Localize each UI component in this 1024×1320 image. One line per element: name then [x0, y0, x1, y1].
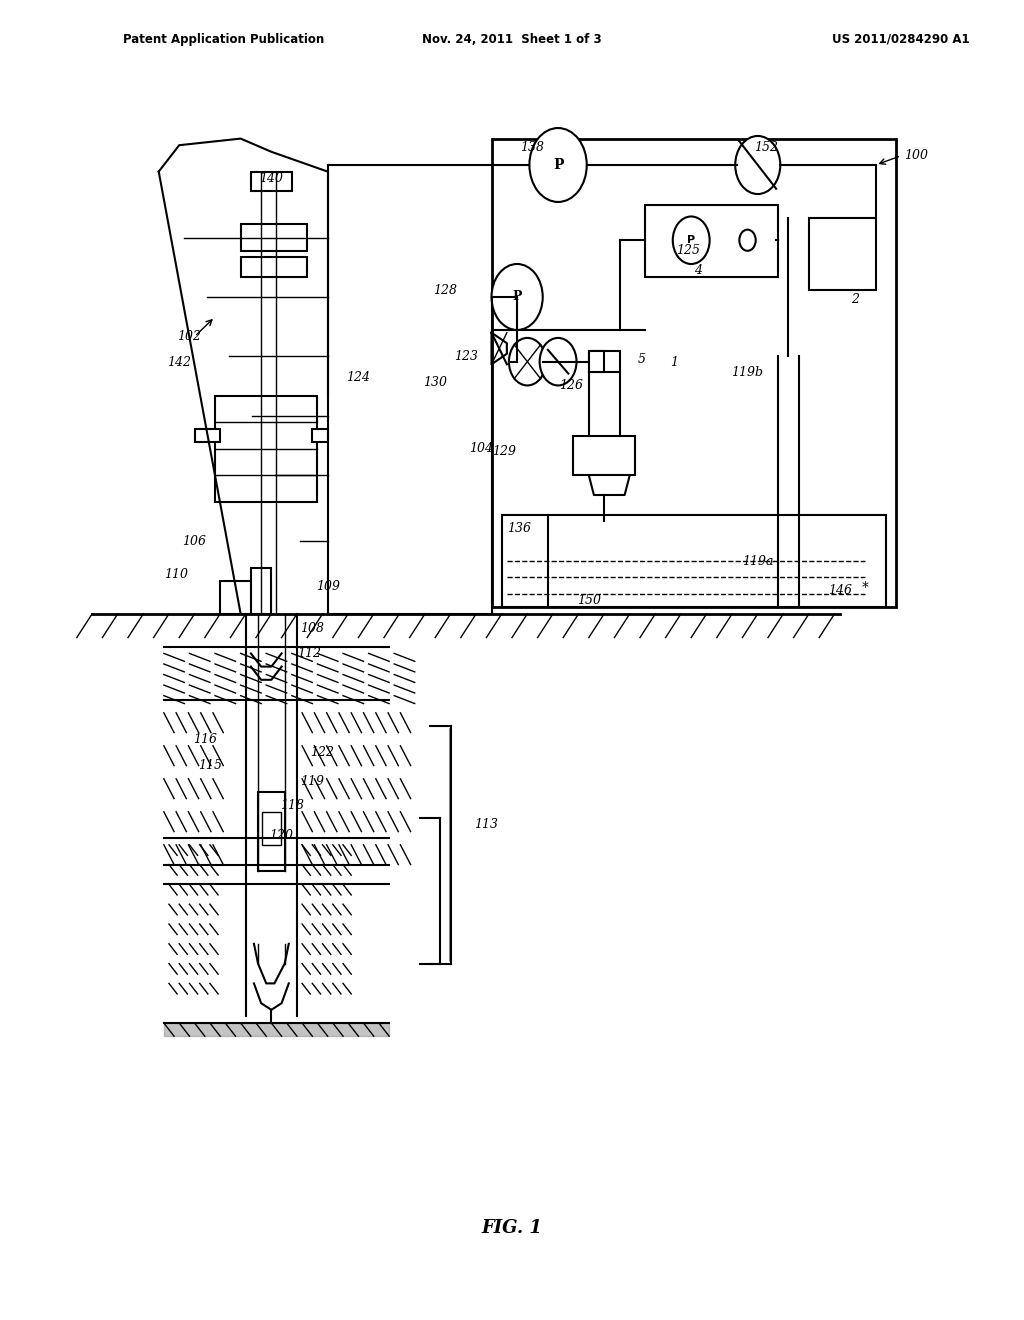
- Circle shape: [540, 338, 577, 385]
- Bar: [251, 172, 292, 191]
- Bar: [589, 351, 620, 372]
- Circle shape: [673, 216, 710, 264]
- Bar: [195, 429, 220, 442]
- Text: 122: 122: [310, 746, 335, 759]
- Text: 152: 152: [754, 141, 778, 154]
- Bar: [220, 581, 271, 614]
- Bar: [258, 792, 285, 871]
- Text: 138: 138: [520, 141, 545, 154]
- Text: P: P: [512, 290, 522, 304]
- Text: 112: 112: [297, 647, 322, 660]
- Text: 119a: 119a: [742, 554, 773, 568]
- Text: 1: 1: [670, 356, 678, 370]
- Text: Nov. 24, 2011  Sheet 1 of 3: Nov. 24, 2011 Sheet 1 of 3: [422, 33, 602, 46]
- Text: 128: 128: [433, 284, 458, 297]
- Text: 108: 108: [300, 622, 325, 635]
- Text: FIG. 1: FIG. 1: [481, 1218, 543, 1237]
- Text: 129: 129: [492, 445, 516, 458]
- Text: 142: 142: [167, 356, 191, 370]
- Text: 2: 2: [851, 293, 859, 306]
- Text: 136: 136: [507, 521, 531, 535]
- Text: 109: 109: [315, 579, 340, 593]
- Text: 123: 123: [454, 350, 478, 363]
- Text: P: P: [553, 158, 563, 172]
- Text: 150: 150: [577, 594, 601, 607]
- Text: 5: 5: [638, 352, 646, 366]
- Text: 116: 116: [193, 733, 217, 746]
- Circle shape: [492, 264, 543, 330]
- Text: 4: 4: [694, 264, 702, 277]
- Circle shape: [529, 128, 587, 202]
- Text: 140: 140: [259, 172, 284, 185]
- Text: 104: 104: [469, 442, 494, 455]
- Text: 119: 119: [300, 775, 325, 788]
- Text: 124: 124: [346, 371, 371, 384]
- Text: *: *: [862, 581, 868, 594]
- Text: 119b: 119b: [731, 366, 764, 379]
- Bar: [241, 224, 307, 251]
- Bar: [589, 351, 604, 372]
- Text: 130: 130: [423, 376, 447, 389]
- Bar: [809, 218, 876, 290]
- Text: 118: 118: [280, 799, 304, 812]
- Bar: [492, 139, 896, 607]
- Text: 106: 106: [182, 535, 207, 548]
- Bar: [262, 812, 281, 845]
- Text: 120: 120: [269, 829, 294, 842]
- Bar: [241, 257, 307, 277]
- Bar: [251, 568, 271, 614]
- Text: 146: 146: [827, 583, 852, 597]
- Text: 113: 113: [474, 818, 499, 832]
- Text: Patent Application Publication: Patent Application Publication: [123, 33, 325, 46]
- Bar: [645, 205, 778, 277]
- Circle shape: [739, 230, 756, 251]
- Text: 102: 102: [177, 330, 202, 343]
- Text: 110: 110: [164, 568, 188, 581]
- Bar: [215, 396, 317, 502]
- Text: 100: 100: [904, 149, 929, 162]
- Circle shape: [735, 136, 780, 194]
- Text: 115: 115: [198, 759, 222, 772]
- Bar: [312, 429, 328, 442]
- Text: 126: 126: [559, 379, 584, 392]
- Bar: [502, 515, 886, 607]
- Text: US 2011/0284290 A1: US 2011/0284290 A1: [833, 33, 970, 46]
- Text: 125: 125: [676, 244, 700, 257]
- Text: P: P: [687, 235, 695, 246]
- Circle shape: [509, 338, 546, 385]
